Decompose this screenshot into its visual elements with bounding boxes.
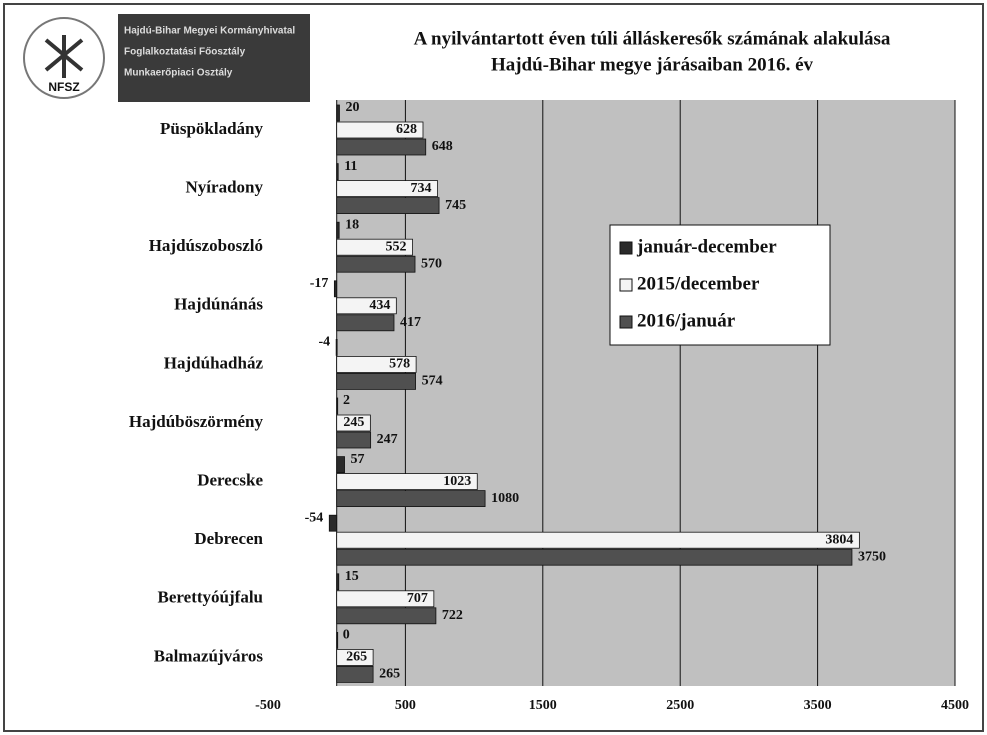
data-label: 3750 (858, 549, 886, 564)
chart-title: A nyilvántartott éven túli álláskeresők … (414, 28, 891, 49)
bar (336, 297, 397, 315)
bar (336, 314, 395, 332)
data-label: -54 (305, 510, 324, 525)
bar (333, 280, 338, 298)
data-label: 707 (407, 591, 428, 606)
data-label: 18 (345, 217, 359, 232)
data-label: 578 (389, 357, 410, 372)
logo-line: Munkaerőpiaci Osztály (124, 68, 233, 79)
bar (336, 197, 440, 215)
x-tick-label: 1500 (529, 698, 557, 713)
legend-label: 2016/január (637, 310, 736, 331)
bar (336, 180, 438, 198)
y-tick-label: Derecske (197, 471, 263, 490)
data-label: 434 (369, 298, 390, 313)
bar (336, 121, 424, 139)
bar (336, 238, 413, 256)
bar (336, 490, 486, 508)
y-tick-label: Hajdúszoboszló (149, 236, 263, 255)
data-label: 265 (379, 667, 400, 682)
x-tick-label: 2500 (666, 698, 694, 713)
legend: január-december 2015/december 2016/január (609, 224, 831, 346)
data-label: 552 (386, 239, 407, 254)
y-tick-label: Hajdúnánás (174, 295, 263, 314)
y-tick-label: Nyíradony (186, 178, 264, 197)
legend-swatch (619, 315, 633, 329)
bar (336, 255, 416, 273)
y-tick-label: Püspökladány (160, 119, 263, 138)
data-label: -4 (318, 335, 330, 350)
logo-line: Foglalkoztatási Főosztály (124, 47, 246, 58)
data-label: 57 (351, 452, 365, 467)
bar (336, 590, 435, 608)
x-tick-label: 3500 (804, 698, 832, 713)
bar (336, 607, 437, 625)
data-label: 247 (377, 432, 398, 447)
y-tick-label: Berettyóújfalu (158, 588, 263, 607)
data-label: 734 (411, 181, 432, 196)
logo-box (118, 14, 310, 102)
legend-label: január-december (636, 236, 777, 257)
legend-box (609, 224, 831, 346)
data-label: 1080 (491, 491, 519, 506)
y-tick-label: Hajdúhadház (164, 353, 264, 372)
data-label: 628 (396, 122, 417, 137)
x-tick-label: 500 (395, 698, 416, 713)
bar (336, 414, 371, 432)
data-label: 570 (421, 256, 442, 271)
bar (336, 666, 374, 683)
data-label: 2 (343, 393, 350, 408)
bar (336, 473, 478, 491)
data-label: 0 (343, 628, 350, 643)
plot-area (336, 100, 955, 686)
x-tick-label: -500 (255, 698, 281, 713)
bar (336, 573, 340, 591)
bar (336, 649, 374, 666)
bar (336, 456, 345, 474)
y-tick-label: Hajdúböszörmény (129, 412, 264, 431)
bar (336, 163, 339, 181)
bar (336, 431, 372, 449)
bar (336, 397, 339, 415)
y-tick-label: Balmazújváros (154, 646, 264, 665)
data-label: 11 (344, 159, 357, 174)
data-label: 245 (343, 415, 364, 430)
y-tick-label: Debrecen (194, 529, 263, 548)
data-label: 722 (442, 608, 463, 623)
bar (336, 531, 860, 549)
legend-swatch (619, 241, 633, 255)
bar (336, 221, 340, 239)
data-label: 648 (432, 139, 453, 154)
data-label: 20 (345, 100, 359, 115)
legend-label: 2015/december (637, 273, 760, 294)
bar (336, 138, 427, 156)
bar (335, 338, 338, 356)
bar (336, 372, 416, 390)
data-label: 1023 (443, 474, 471, 489)
logo-name: NFSZ (48, 80, 79, 94)
bar (336, 355, 417, 373)
data-label: 265 (346, 650, 367, 665)
x-tick-label: 4500 (941, 698, 969, 713)
data-label: 417 (400, 315, 421, 330)
logo-figure (44, 35, 84, 78)
bar (336, 548, 853, 566)
bar (336, 104, 340, 122)
logo-line: Hajdú-Bihar Megyei Kormányhivatal (124, 26, 295, 37)
chart-title: Hajdú-Bihar megye járásaiban 2016. év (491, 54, 814, 75)
data-label: -17 (310, 276, 329, 291)
data-label: 745 (445, 198, 466, 213)
data-label: 574 (422, 374, 443, 389)
logo: NFSZ Hajdú-Bihar Megyei Kormányhivatal F… (23, 14, 310, 102)
bar (328, 514, 338, 532)
data-label: 3804 (825, 532, 853, 547)
data-label: 15 (345, 569, 359, 584)
bar (336, 632, 339, 649)
legend-swatch (619, 278, 633, 292)
